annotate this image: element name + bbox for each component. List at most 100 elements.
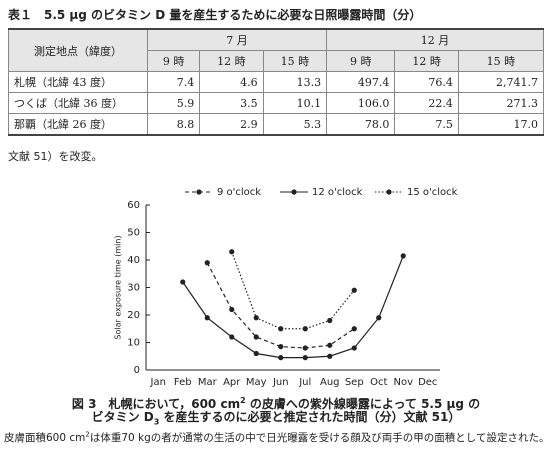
value-cell: 2.9 [199,113,264,136]
x-tick-label: Aug [320,377,340,388]
data-point [253,315,259,321]
data-point [253,334,259,340]
data-point [229,334,235,340]
data-point [278,326,284,332]
caption-sub: 3 [153,417,160,427]
legend-marker [196,189,202,195]
legend-label: 15 o'clock [407,187,458,198]
header-cell: 15 時 [262,50,328,72]
header-cell: 9 時 [326,50,396,72]
x-tick-label: Jul [298,377,311,388]
value-cell: 3.5 [199,92,264,114]
header-cell: 12 月 [326,28,544,51]
data-point [351,326,357,332]
value-cell: 8.8 [146,113,201,136]
value-cell: 5.9 [146,92,201,114]
location-cell: 札幌（北緯 43 度） [8,71,148,93]
data-point [327,353,333,359]
y-tick-label: 50 [127,228,140,239]
legend-label: 12 o'clock [312,187,363,198]
data-point [229,249,235,255]
x-tick-label: Oct [370,377,387,388]
y-tick-label: 60 [127,200,140,211]
data-point [351,345,357,351]
x-tick-label: Nov [393,377,413,388]
location-cell: つくば（北緯 36 度） [8,92,148,114]
data-point [253,350,259,357]
header-cell: 9 時 [146,50,201,72]
caption-label: 図 3 [71,397,97,411]
header-cell: 12 時 [199,50,264,72]
data-point [278,355,284,361]
x-tick-label: Jan [150,377,166,388]
y-tick-label: 30 [127,283,140,294]
data-point [204,260,210,266]
series-line [182,255,404,359]
x-tick-label: Feb [174,377,192,388]
x-tick-label: Apr [223,377,241,388]
table-title: 表１ 5.5 μg のビタミン D 量を産生するために必要な日照曝露時間（分） [8,8,422,22]
x-tick-label: Mar [198,377,218,388]
y-tick-label: 0 [134,365,140,376]
data-point [351,287,357,293]
data-point [302,345,308,351]
data-point [400,253,406,259]
caption-text: を産生するのに必要と推定された時間（分）文献 51） [159,410,461,424]
footnote: 皮膚面積600 cm2は体重70 kgの者が通常の生活の中で日光曝露を受ける顔及… [4,430,550,445]
y-tick-label: 40 [127,255,140,266]
caption-text: ビタミン D [91,410,154,424]
x-tick-label: May [246,377,267,388]
header-cell: 12 時 [394,50,459,72]
value-cell: 76.4 [394,71,459,93]
footnote-sup: 2 [85,430,90,439]
x-tick-label: Jun [272,377,289,388]
header-cell: 7 月 [146,28,328,51]
table-row: 那覇（北緯 26 度） 8.8 2.9 5.3 78.0 7.5 17.0 [8,113,545,136]
data-point [204,315,210,321]
data-point [180,279,186,285]
series-line [231,251,355,330]
caption-sup: 2 [240,396,246,405]
value-cell: 10.1 [262,92,328,114]
legend-marker [291,189,297,195]
data-point [327,342,333,348]
header-cell: 15 時 [457,50,545,72]
value-cell: 78.0 [326,113,396,136]
value-cell: 271.3 [457,92,545,114]
header-cell: 測定地点（緯度） [8,28,148,72]
location-cell: 那覇（北緯 26 度） [8,113,148,136]
value-cell: 497.4 [326,71,396,93]
value-cell: 17.0 [457,113,545,136]
value-cell: 22.4 [394,92,459,114]
caption-text: の皮膚への紫外線曝露によって 5.5 μg の [245,397,481,411]
data-point [302,326,308,332]
value-cell: 106.0 [326,92,396,114]
value-cell: 7.5 [394,113,459,136]
value-cell: 13.3 [262,71,328,93]
data-point [376,315,382,321]
y-tick-label: 10 [127,338,140,349]
value-cell: 4.6 [199,71,264,93]
x-tick-label: Dec [418,377,437,388]
data-point [278,344,284,350]
data-point [229,306,235,313]
table-row: 札幌（北緯 43 度） 7.4 4.6 13.3 497.4 76.4 2,741.7 [8,71,545,93]
legend-marker [386,189,392,195]
caption-line: ビタミン D3 を産生するのに必要と推定された時間（分）文献 51） [0,409,552,430]
data-point [302,355,308,361]
footnote-text: は体重70 kgの者が通常の生活の中で日光曝露を受ける顔及び両手の甲の面積として… [89,432,550,444]
caption-text: 札幌において，600 cm [108,397,241,411]
value-cell: 7.4 [146,71,201,93]
footnote-text: 皮膚面積600 cm [4,432,86,444]
chart: 0 10 20 30 40 50 60 Jan Feb Mar Apr May Jun Jul Aug Sep… [114,187,458,388]
table-note: 文献 51）を改変。 [8,150,103,163]
data-point [327,317,333,324]
y-axis-label: Solar exposure time (min) [114,235,123,339]
y-tick-label: 20 [127,310,140,321]
value-cell: 5.3 [262,113,328,136]
caption-line: 図 3 札幌において，600 cm2 の皮膚への紫外線曝露によって 5.5 μg… [0,392,552,413]
table-row: つくば（北緯 36 度） 5.9 3.5 10.1 106.0 22.4 271.3 [8,92,545,114]
x-tick-label: Sep [345,377,364,388]
